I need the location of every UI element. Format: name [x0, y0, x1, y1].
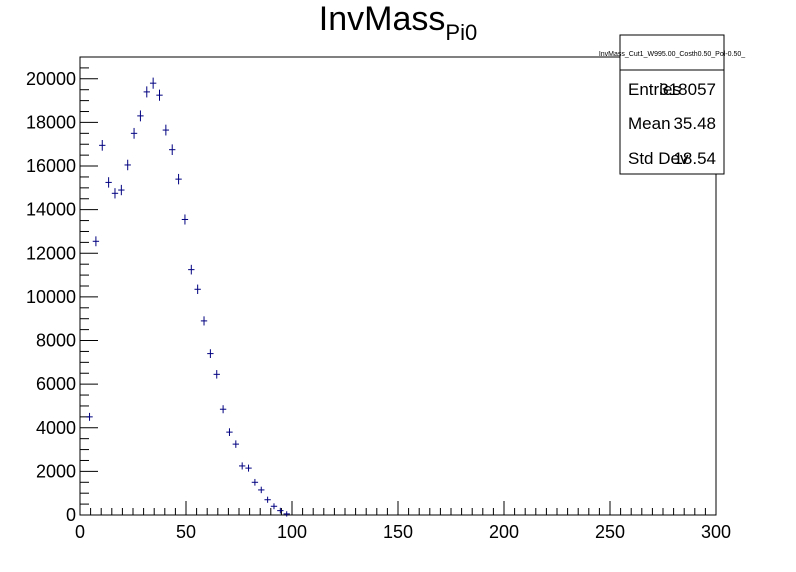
y-tick-label: 12000 — [26, 243, 76, 263]
stats-entries-label: Entries — [628, 80, 681, 99]
x-axis: 0 50 100 150 200 250 300 — [75, 501, 731, 542]
y-tick-label: 18000 — [26, 112, 76, 132]
x-tick-label: 100 — [277, 522, 307, 542]
data-point — [188, 264, 195, 275]
data-point — [232, 440, 239, 448]
y-tick-label: 6000 — [36, 374, 76, 394]
data-point — [245, 464, 252, 472]
data-point — [181, 214, 189, 225]
data-point — [86, 412, 93, 421]
data-point — [200, 316, 208, 326]
stats-mean-value: 35.48 — [673, 114, 716, 133]
stats-stddev-label: Std Dev — [628, 149, 689, 168]
chart-title-subscript: Pi0 — [445, 20, 477, 45]
stats-stddev-value: 18.54 — [673, 149, 716, 168]
data-point — [207, 349, 214, 358]
data-point — [264, 496, 271, 503]
data-point — [105, 177, 112, 188]
chart-title: InvMassPi0 — [319, 0, 477, 45]
data-point — [130, 127, 138, 139]
y-tick-label: 10000 — [26, 287, 76, 307]
x-tick-label: 50 — [176, 522, 196, 542]
x-tick-label: 0 — [75, 522, 85, 542]
data-point — [258, 486, 265, 494]
stats-entries-value: 318057 — [659, 80, 716, 99]
y-tick-label: 0 — [66, 505, 76, 525]
stats-box: InvMass_Cut1_W995.00_Costh0.50_Pol-0.50_… — [599, 34, 745, 175]
data-point — [143, 86, 150, 98]
data-point — [169, 144, 176, 156]
y-tick-label: 14000 — [26, 200, 76, 220]
stats-box-name: InvMass_Cut1_W995.00_Costh0.50_Pol-0.50_ — [599, 51, 745, 58]
data-points — [86, 77, 290, 517]
data-point — [194, 284, 201, 294]
x-tick-label: 300 — [701, 522, 731, 542]
data-point — [283, 511, 290, 517]
data-point — [99, 139, 106, 151]
y-tick-label: 16000 — [26, 156, 76, 176]
x-tick-label: 200 — [489, 522, 519, 542]
data-point — [277, 507, 284, 514]
data-point — [111, 188, 119, 199]
data-point — [162, 124, 170, 136]
data-point — [239, 462, 246, 470]
y-tick-label: 4000 — [36, 418, 76, 438]
y-tick-label: 20000 — [26, 69, 76, 89]
data-point — [226, 428, 233, 436]
data-point — [251, 478, 259, 486]
data-point — [213, 370, 220, 379]
data-point — [137, 110, 144, 122]
stats-mean-label: Mean — [628, 114, 671, 133]
data-point — [149, 77, 157, 89]
data-point — [118, 184, 125, 196]
data-point — [270, 503, 278, 510]
data-point — [156, 89, 163, 101]
x-tick-label: 250 — [595, 522, 625, 542]
y-tick-label: 2000 — [36, 461, 76, 481]
data-point — [92, 236, 100, 247]
x-tick-label: 150 — [383, 522, 413, 542]
data-point — [175, 173, 182, 185]
chart-title-main: InvMass — [319, 0, 446, 38]
data-point — [219, 405, 227, 414]
data-point — [124, 159, 131, 171]
y-tick-label: 8000 — [36, 331, 76, 351]
y-axis: 0 2000 4000 6000 8000 10000 12000 14000 16000 180… — [26, 56, 98, 525]
